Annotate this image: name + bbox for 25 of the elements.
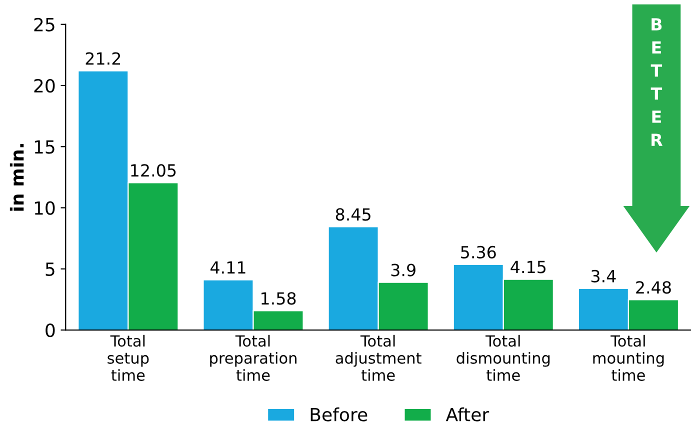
y-tick-label: 0: [46, 323, 55, 338]
x-tick-label: Total adjustment time: [336, 334, 422, 381]
data-label: 21.2: [86, 52, 120, 65]
y-tick-label: 15: [34, 140, 54, 154]
data-label: 4.15: [510, 260, 546, 274]
data-label: 3.4: [591, 270, 616, 282]
y-tick-label: 25: [34, 18, 54, 32]
x-tick-label: Total preparation time: [210, 334, 296, 381]
data-label: 1.58: [262, 292, 296, 305]
legend-label: Before: [310, 407, 368, 422]
data-label: 12.05: [131, 164, 176, 177]
data-label: 3.9: [391, 264, 416, 276]
data-label: 4.11: [210, 261, 246, 274]
data-label: 2.48: [636, 281, 671, 294]
y-tick-label: 10: [34, 201, 55, 215]
annotation: BETTER: [650, 18, 663, 146]
y-axis-title: in min.: [10, 144, 24, 211]
x-tick-label: Total setup time: [108, 334, 149, 381]
data-label: 5.36: [461, 246, 496, 258]
y-tick-label: 20: [34, 78, 55, 93]
y-tick-label: 5: [46, 262, 54, 276]
x-tick-label: Total mounting time: [593, 334, 664, 381]
x-tick-label: Total dismounting time: [456, 334, 550, 381]
data-label: 8.45: [336, 208, 370, 221]
legend-label: After: [446, 407, 490, 422]
